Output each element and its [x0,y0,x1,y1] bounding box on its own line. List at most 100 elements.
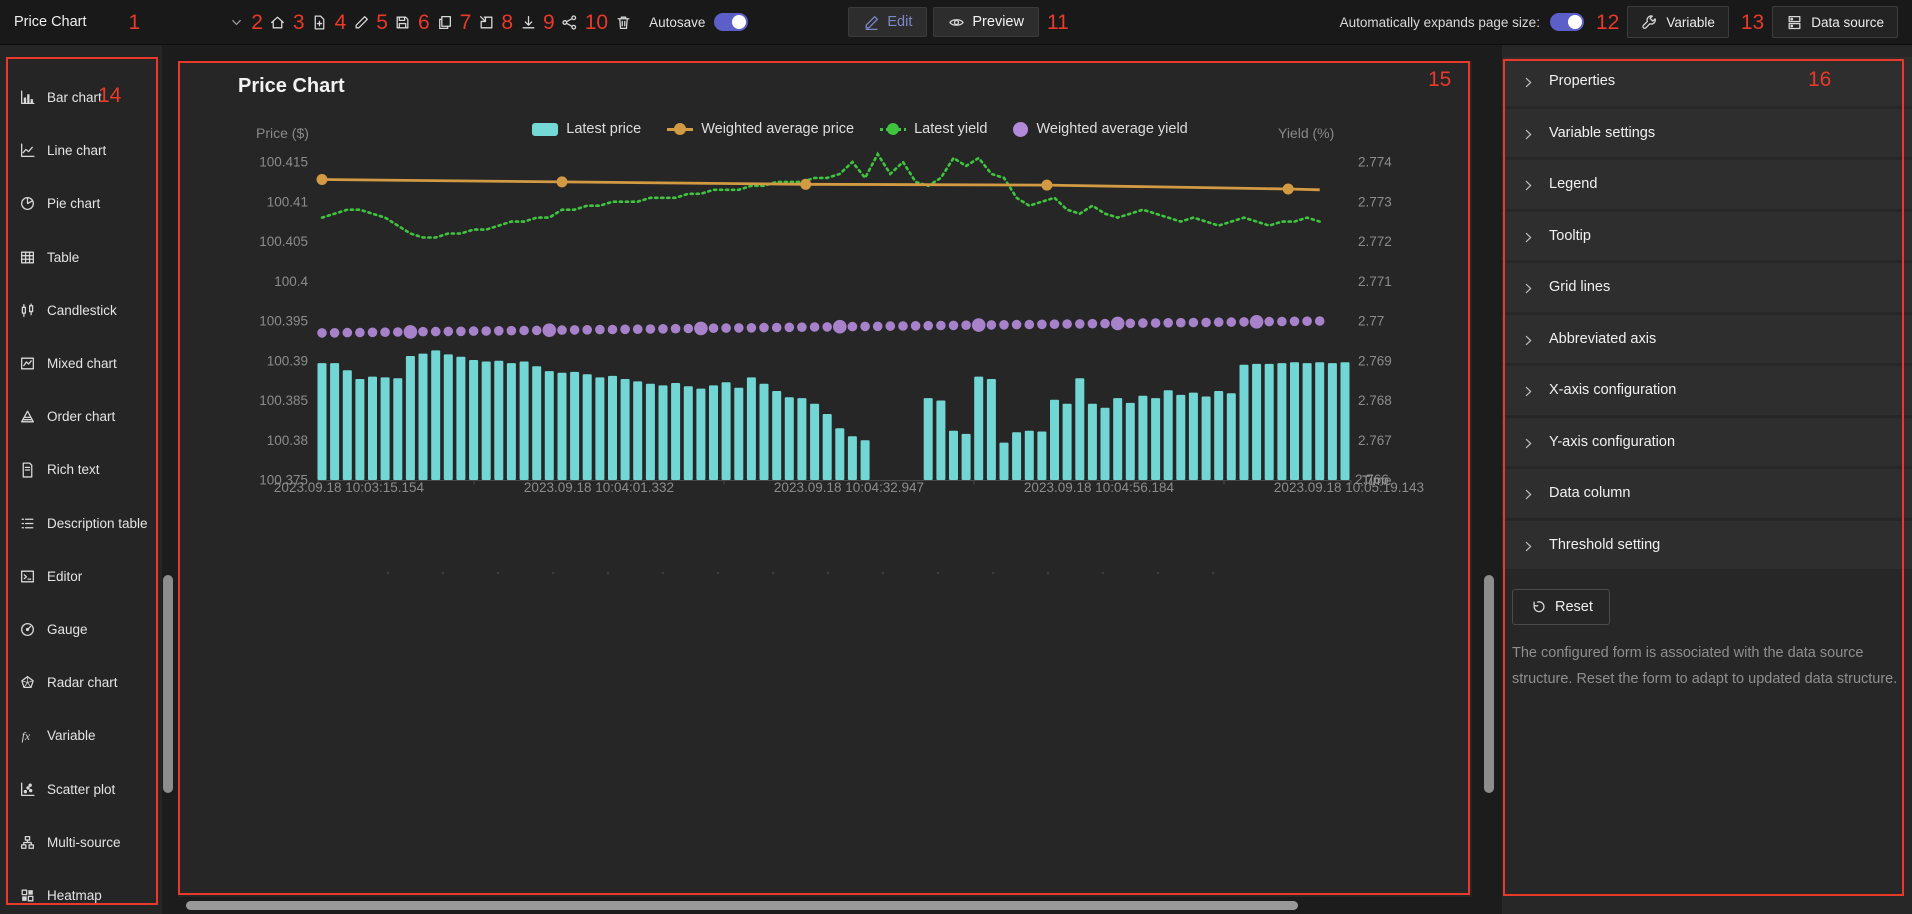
sidebar-item-label: Multi-source [47,834,121,850]
rich-text-icon [19,461,36,478]
chart-legend: Latest price Weighted average price Latest… [318,121,1402,137]
sidebar-item-heatmap[interactable]: Heatmap [0,869,162,914]
table-icon [19,249,36,266]
price-chart-widget[interactable]: Price Chart Latest price Weighted average… [178,61,1472,897]
panel-section-y-axis-configuration[interactable]: Y-axis configuration [1502,417,1912,466]
copy-icon[interactable] [433,9,457,35]
description-table-icon [19,515,36,532]
legend-item-line[interactable]: Weighted average price [667,121,854,137]
panel-section-x-axis-configuration[interactable]: X-axis configuration [1502,366,1912,415]
data-source-button[interactable]: Data source [1772,6,1898,38]
svg-text:100.38: 100.38 [267,433,308,448]
svg-text:2.773: 2.773 [1358,194,1392,209]
sidebar-item-line-chart[interactable]: Line chart [0,124,162,177]
annotation-13: 13 [1740,10,1765,34]
svg-text:100.41: 100.41 [267,194,308,209]
sidebar-item-description-table[interactable]: Description table [0,497,162,550]
sidebar-item-label: Gauge [47,621,88,637]
legend-item-circle[interactable]: Weighted average yield [1013,121,1188,137]
annotation-4: 4 [334,10,347,34]
legend-label: Latest yield [914,121,988,137]
svg-text:2.774: 2.774 [1358,155,1392,170]
annotation-7: 7 [459,10,472,34]
variable-button[interactable]: Variable [1627,6,1729,38]
sidebar-item-label: Mixed chart [47,356,117,372]
autosave-toggle[interactable] [714,13,749,31]
svg-text:2.766: 2.766 [1355,472,1389,487]
candlestick-icon [19,302,36,319]
sidebar-item-scatter-plot[interactable]: Scatter plot [0,762,162,815]
svg-text:2023.09.18 10:05:19.143: 2023.09.18 10:05:19.143 [1274,480,1424,495]
sidebar-item-bar-chart[interactable]: Bar chart [0,71,162,124]
import-icon[interactable] [474,9,498,35]
panel-section-threshold-setting[interactable]: Threshold setting [1502,520,1912,569]
sidebar-item-pie-chart[interactable]: Pie chart [0,177,162,230]
dashboard-canvas[interactable]: Price Chart Latest price Weighted average… [162,45,1502,914]
chevron-right-icon [1520,435,1534,449]
svg-text:Time: Time [1362,473,1392,488]
svg-text:fx: fx [22,730,31,743]
edit-button[interactable]: Edit [848,7,928,37]
auto-expand-label: Automatically expands page size: [1339,14,1540,30]
sidebar-item-order-chart[interactable]: Order chart [0,390,162,443]
radar-chart-icon [19,674,36,691]
legend-item-dotted[interactable]: Latest yield [880,121,987,137]
file-plus-icon[interactable] [308,9,332,35]
sidebar-item-label: Line chart [47,143,107,159]
scrollbar-right-thumb[interactable] [1484,575,1494,793]
edit-button-label: Edit [887,14,913,30]
sidebar-item-label: Table [47,249,80,265]
chart-title: Price Chart [238,75,345,97]
chevron-right-icon [1520,126,1534,140]
sidebar-item-label: Heatmap [47,887,102,903]
panel-section-properties[interactable]: Properties [1502,57,1912,106]
sidebar-item-radar-chart[interactable]: Radar chart [0,656,162,709]
line-chart-icon [19,142,36,159]
panel-section-tooltip[interactable]: Tooltip [1502,211,1912,260]
toolbar-icon-strip: 2 3 4 5 6 7 8 9 10 [224,9,635,35]
sidebar-item-mixed-chart[interactable]: Mixed chart [0,337,162,390]
sidebar-item-label: Scatter plot [47,781,116,797]
sidebar-item-table[interactable]: Table [0,231,162,284]
share-icon[interactable] [558,9,582,35]
panel-section-grid-lines[interactable]: Grid lines [1502,263,1912,312]
panel-section-label: Threshold setting [1549,536,1661,553]
sidebar-item-variable[interactable]: fx Variable [0,709,162,762]
legend-label: Weighted average price [701,121,855,137]
panel-section-legend[interactable]: Legend [1502,160,1912,209]
sidebar-item-candlestick[interactable]: Candlestick [0,284,162,337]
svg-text:2023.09.18 10:04:32.947: 2023.09.18 10:04:32.947 [774,480,924,495]
pencil-icon [863,14,880,31]
chevron-down-icon[interactable] [224,9,248,35]
panel-section-abbreviated-axis[interactable]: Abbreviated axis [1502,314,1912,363]
sidebar-item-editor[interactable]: Editor [0,550,162,603]
wrench-icon [1641,14,1658,31]
bar-chart-icon [19,89,36,106]
home-icon[interactable] [266,9,290,35]
sidebar-item-multi-source[interactable]: Multi-source [0,816,162,869]
chevron-right-icon [1520,229,1534,243]
panel-section-label: Variable settings [1549,124,1656,141]
reset-button[interactable]: Reset [1512,589,1610,625]
sidebar-item-label: Radar chart [47,675,118,691]
auto-expand-toggle[interactable] [1549,13,1584,31]
chart-type-sidebar: Bar chart Line chart Pie chart Table Candles… [0,45,162,914]
page-title: Price Chart [14,14,87,30]
bars-series [317,350,1350,480]
svg-text:100.415: 100.415 [259,155,308,170]
panel-section-data-column[interactable]: Data column [1502,469,1912,518]
sidebar-item-gauge[interactable]: Gauge [0,603,162,656]
sidebar-item-label: Bar chart [47,90,102,106]
trash-icon[interactable] [611,9,635,35]
sidebar-item-rich-text[interactable]: Rich text [0,443,162,496]
panel-section-variable-settings[interactable]: Variable settings [1502,108,1912,157]
legend-item-bar[interactable]: Latest price [532,121,641,137]
download-icon[interactable] [516,9,540,35]
save-icon[interactable] [391,9,415,35]
pencil-icon[interactable] [349,9,373,35]
preview-button[interactable]: Preview [933,7,1039,37]
svg-text:100.405: 100.405 [259,234,308,249]
heatmap-icon [19,887,36,904]
scrollbar-left-thumb[interactable] [163,575,173,793]
scrollbar-bottom-thumb[interactable] [186,901,1298,910]
